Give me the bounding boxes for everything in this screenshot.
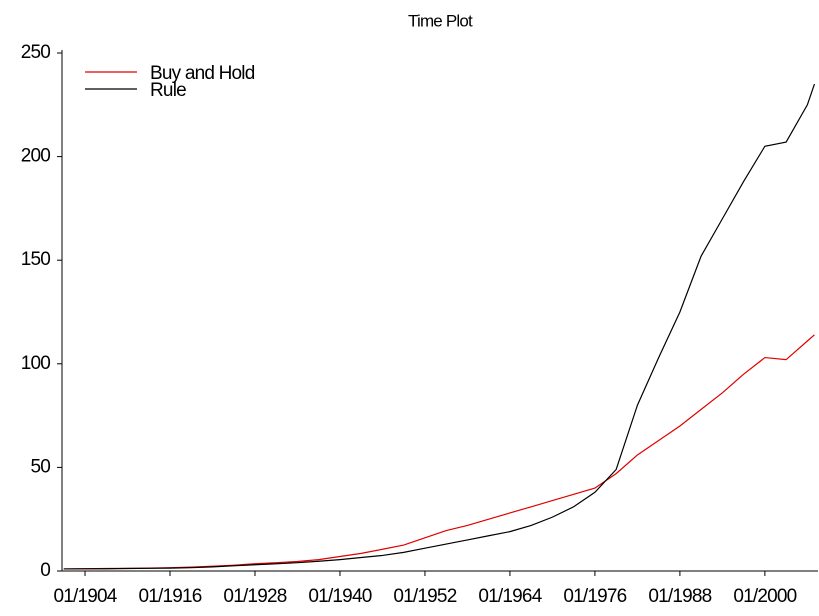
y-tick-label: 200 — [21, 146, 51, 167]
legend-label: Rule — [150, 80, 186, 101]
x-tick-label: 01/1928 — [223, 586, 286, 607]
x-tick-label: 01/1904 — [53, 586, 117, 607]
chart-title: Time Plot — [408, 11, 473, 30]
x-tick-label: 01/1916 — [138, 586, 201, 607]
x-tick-label: 01/1988 — [648, 586, 711, 607]
y-tick-label: 250 — [21, 42, 51, 63]
x-tick-label: 01/2000 — [733, 586, 796, 607]
y-tick-label: 50 — [30, 456, 50, 477]
x-tick-label: 01/1976 — [563, 586, 626, 607]
x-tick-label: 01/1952 — [393, 586, 456, 607]
legend-label: Buy and Hold — [150, 63, 255, 84]
y-tick-label: 0 — [40, 560, 50, 581]
series-line — [63, 334, 815, 570]
y-tick-label: 100 — [21, 353, 51, 374]
x-tick-label: 01/1964 — [478, 586, 542, 607]
y-tick-label: 150 — [21, 249, 51, 270]
series-line — [63, 83, 816, 570]
x-tick-label: 01/1940 — [308, 586, 371, 607]
